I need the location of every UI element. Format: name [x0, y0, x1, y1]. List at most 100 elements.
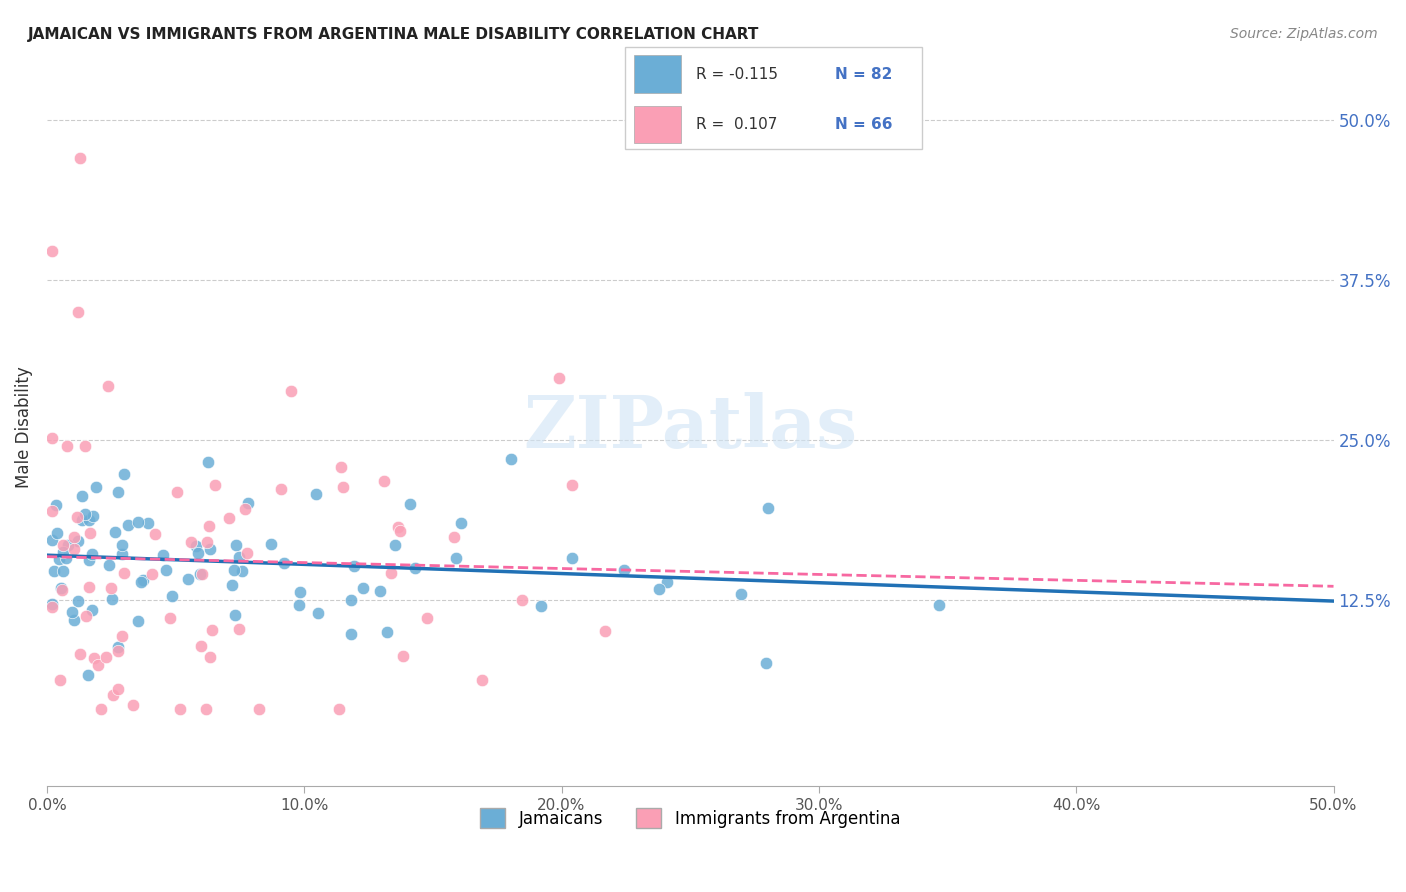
Point: [66, 305, 89, 319]
Legend: Jamaicans, Immigrants from Argentina: Jamaicans, Immigrants from Argentina: [474, 801, 907, 835]
Point: [221, 578, 243, 592]
Point: [152, 548, 174, 562]
Point: [195, 535, 218, 549]
Point: [107, 682, 129, 697]
Point: [52, 564, 75, 578]
Point: [141, 567, 163, 582]
Y-axis label: Male Disability: Male Disability: [15, 367, 32, 488]
Point: [97, 558, 120, 572]
Point: [404, 561, 426, 575]
Point: [228, 623, 250, 637]
Point: [49, 673, 72, 687]
Point: [446, 550, 468, 565]
Point: [353, 581, 375, 595]
Point: [384, 538, 406, 552]
Point: [111, 629, 134, 643]
Point: [41, 599, 63, 614]
Point: [648, 582, 671, 596]
Point: [51, 582, 73, 597]
Point: [87, 657, 110, 672]
FancyBboxPatch shape: [634, 55, 681, 93]
Point: [94, 649, 117, 664]
Point: [112, 566, 135, 580]
Point: [132, 573, 155, 587]
Point: [41, 533, 63, 547]
Point: [273, 556, 295, 570]
Point: [166, 484, 188, 499]
Point: [83, 651, 105, 665]
Point: [70, 489, 93, 503]
Point: [42, 565, 65, 579]
Point: [159, 611, 181, 625]
Point: [499, 452, 522, 467]
Point: [52, 537, 75, 551]
Point: [198, 542, 221, 557]
Point: [75, 507, 97, 521]
Point: [84, 480, 107, 494]
Point: [45, 526, 67, 541]
Point: [75, 439, 97, 453]
Text: R =  0.107: R = 0.107: [696, 118, 778, 132]
Point: [399, 497, 422, 511]
Point: [75, 608, 97, 623]
Point: [77, 667, 100, 681]
Point: [107, 644, 129, 658]
Point: [270, 482, 292, 496]
Point: [228, 550, 250, 565]
Point: [63, 530, 86, 544]
Point: [127, 515, 149, 529]
Point: [66, 533, 89, 548]
Point: [77, 580, 100, 594]
Point: [224, 563, 246, 577]
Point: [307, 607, 329, 621]
Point: [69, 647, 91, 661]
Point: [231, 565, 253, 579]
Point: [655, 575, 678, 590]
Point: [330, 459, 353, 474]
Point: [530, 599, 553, 614]
Point: [561, 478, 583, 492]
Text: ZIPatlas: ZIPatlas: [523, 392, 858, 463]
Point: [756, 501, 779, 516]
FancyBboxPatch shape: [634, 105, 681, 143]
Point: [41, 244, 63, 258]
Point: [45, 498, 67, 512]
Point: [247, 702, 270, 716]
Point: [41, 504, 63, 518]
Point: [375, 624, 398, 639]
Point: [101, 591, 124, 606]
Point: [117, 517, 139, 532]
Text: JAMAICAN VS IMMIGRANTS FROM ARGENTINA MALE DISABILITY CORRELATION CHART: JAMAICAN VS IMMIGRANTS FROM ARGENTINA MA…: [28, 27, 759, 42]
Point: [561, 550, 583, 565]
Point: [48, 552, 70, 566]
Point: [392, 648, 415, 663]
Point: [194, 702, 217, 716]
Point: [41, 431, 63, 445]
Point: [225, 538, 247, 552]
Point: [755, 656, 778, 670]
Point: [112, 467, 135, 481]
Point: [547, 370, 569, 384]
Point: [198, 519, 221, 533]
Point: [187, 545, 209, 559]
Point: [613, 563, 636, 577]
Point: [416, 611, 439, 625]
Point: [77, 553, 100, 567]
Point: [180, 535, 202, 549]
Point: [593, 624, 616, 638]
Point: [510, 593, 533, 607]
Point: [188, 566, 211, 581]
Point: [197, 455, 219, 469]
Point: [305, 487, 328, 501]
Point: [52, 545, 75, 559]
Text: N = 82: N = 82: [835, 67, 893, 82]
Point: [66, 510, 89, 524]
Point: [56, 538, 79, 552]
Point: [82, 509, 104, 524]
Point: [62, 613, 84, 627]
Point: [340, 627, 363, 641]
Point: [136, 516, 159, 531]
Point: [80, 602, 103, 616]
Point: [184, 539, 207, 553]
Point: [928, 598, 950, 612]
